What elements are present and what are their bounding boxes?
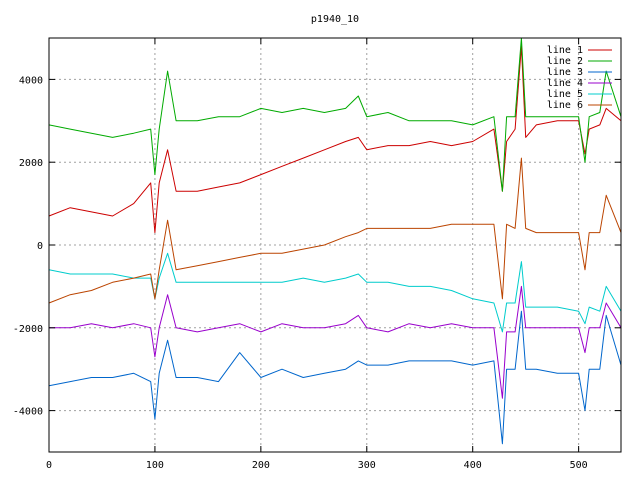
grid — [49, 38, 621, 452]
x-tick-label: 500 — [570, 460, 588, 471]
series-line-6 — [48, 157, 622, 304]
series-line-1 — [48, 45, 622, 234]
legend-label: line 5 — [547, 89, 583, 100]
legend-label: line 6 — [547, 100, 583, 111]
x-tick-label: 100 — [146, 460, 164, 471]
legend-label: line 3 — [547, 67, 583, 78]
series-line-4 — [49, 285, 622, 399]
ticks: 0 100 200 300 400 500 -4000 -2000 0 2000 4000 — [13, 38, 621, 471]
legend-label: line 2 — [547, 56, 583, 67]
x-tick-label: 400 — [464, 460, 482, 471]
legend-label: line 4 — [547, 78, 583, 89]
x-tick-label: 200 — [252, 460, 270, 471]
legend-label: line 1 — [547, 45, 583, 56]
x-tick-label: 0 — [46, 460, 52, 471]
y-tick-label: -4000 — [13, 407, 43, 418]
y-tick-label: 0 — [37, 241, 43, 252]
y-tick-label: 4000 — [19, 75, 43, 86]
series-group — [48, 37, 622, 445]
chart-title: p1940_10 — [311, 14, 359, 25]
x-tick-label: 300 — [358, 460, 376, 471]
y-tick-label: -2000 — [13, 324, 43, 335]
series-line-5 — [48, 252, 622, 333]
y-tick-label: 2000 — [19, 158, 43, 169]
series-line-2 — [48, 37, 622, 192]
series-line-3 — [48, 310, 622, 445]
